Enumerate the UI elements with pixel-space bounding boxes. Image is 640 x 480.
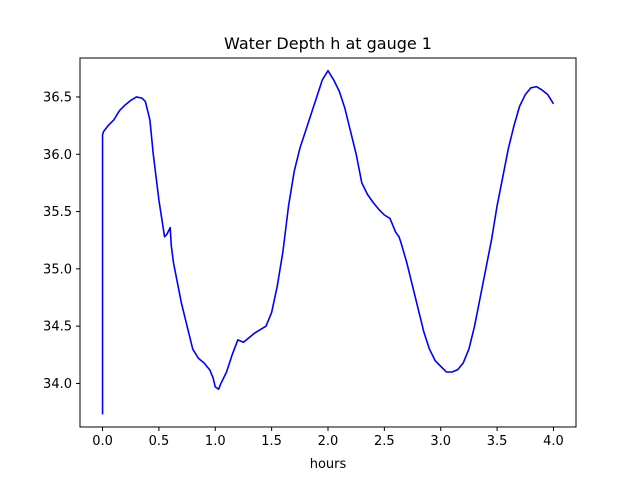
y-tick-label: 35.0: [43, 262, 72, 277]
series-line-1: [101, 69, 555, 415]
y-tick-label: 34.0: [43, 377, 72, 392]
x-tick-label: 1.0: [205, 434, 226, 449]
x-axis-label: hours: [310, 457, 347, 472]
x-tick-label: 2.0: [318, 434, 339, 449]
x-tick-label: 0.0: [92, 434, 113, 449]
y-tick-label: 34.5: [43, 320, 72, 335]
x-tick-label: 0.5: [149, 434, 170, 449]
x-tick-label: 4.0: [543, 434, 564, 449]
plot-area: 0.0 0.5 1.0 1.5 2.0 2.5 3.0 3.5 4.0 34.0 34.5 35.0 3…: [43, 57, 577, 449]
y-tick-label: 35.5: [43, 205, 72, 220]
x-tick-label: 3.5: [487, 434, 508, 449]
x-tick-label: 2.5: [374, 434, 395, 449]
chart-title: Water Depth h at gauge 1: [224, 34, 432, 53]
y-tick-label: 36.0: [43, 148, 72, 163]
x-tick-label: 1.5: [261, 434, 282, 449]
x-tick-label: 3.0: [430, 434, 451, 449]
y-tick-label: 36.5: [43, 90, 72, 105]
